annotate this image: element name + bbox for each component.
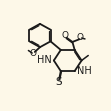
Text: O: O	[30, 49, 37, 58]
Text: S: S	[56, 77, 62, 87]
Text: O: O	[62, 31, 69, 40]
Text: HN: HN	[37, 55, 52, 65]
Text: O: O	[76, 33, 83, 42]
Text: NH: NH	[77, 65, 91, 75]
